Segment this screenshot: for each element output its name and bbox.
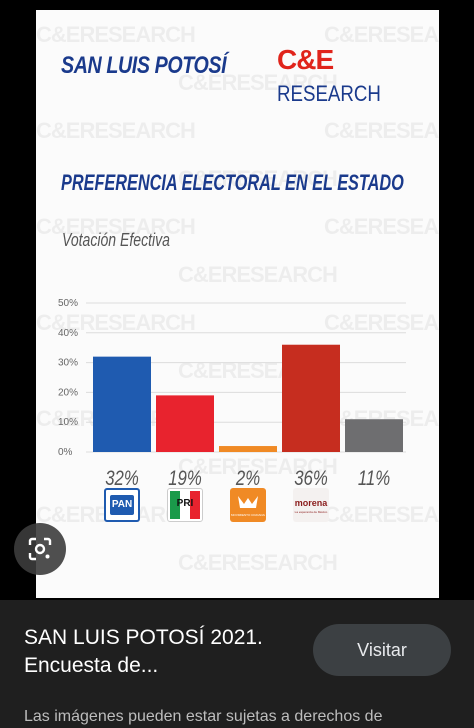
image-viewer: C&ERESEARCHC&ERESEARCHC&ERESEARCHC&ERESE… (14, 10, 439, 598)
bar-otro (345, 419, 403, 452)
watermark-text: C&ERESEARCH (324, 118, 439, 143)
lens-icon (28, 537, 52, 561)
mc-caption: MOVIMIENTO CIUDADANO (231, 513, 265, 517)
result-footer: SAN LUIS POTOSÍ 2021. Encuesta de... Vis… (0, 600, 474, 728)
party-logos: PAN PRI MOVIMIENTO CIUDADANO morena La e… (36, 488, 439, 528)
y-tick-label: 20% (58, 387, 78, 398)
watermark-text: C&ERESEARCH (36, 22, 196, 47)
watermark-text: C&ERESEARCH (178, 166, 338, 191)
pri-logo-text: PRI (176, 498, 194, 509)
watermark-text: C&ERESEARCH (36, 214, 196, 239)
value-label: 32% (105, 467, 139, 490)
value-label: 11% (358, 467, 390, 490)
y-tick-label: 50% (58, 298, 78, 309)
copyright-note: Las imágenes pueden estar sujetas a dere… (24, 708, 383, 725)
result-title[interactable]: SAN LUIS POTOSÍ 2021. Encuesta de... (24, 626, 263, 677)
watermark-text: C&ERESEARCH (324, 214, 439, 239)
watermark-text: C&ERESEARCH (178, 262, 338, 287)
pan-logo-icon: PAN (104, 488, 140, 522)
visit-button[interactable]: Visitar (313, 624, 451, 676)
watermark-text: C&ERESEARCH (324, 22, 439, 47)
state-title: SAN LUIS POTOSÍ (61, 52, 227, 79)
watermark-text: C&ERESEARCH (178, 550, 338, 575)
brand-ce: C&E (277, 44, 334, 75)
bar-pan (93, 356, 151, 452)
y-tick-label: 30% (58, 358, 78, 369)
morena-logo-icon: morena La esperanza de México (293, 488, 329, 522)
watermark-text: C&ERESEARCH (324, 310, 439, 335)
morena-logo-text: morena (294, 498, 328, 508)
y-tick-label: 0% (58, 447, 73, 458)
pri-logo-icon: PRI (167, 488, 203, 522)
value-label: 19% (168, 467, 202, 490)
brand-research: RESEARCH (277, 81, 381, 106)
chart-heading: PREFERENCIA ELECTORAL EN EL ESTADO (61, 170, 404, 195)
morena-caption: La esperanza de México (294, 510, 328, 514)
value-label: 2% (235, 467, 260, 490)
pan-logo-text: PAN (111, 499, 133, 510)
y-tick-label: 40% (58, 328, 78, 339)
bar-morena (282, 344, 340, 452)
watermark-text: C&ERESEARCH (36, 310, 196, 335)
watermark-text: C&ERESEARCH (178, 70, 338, 95)
brand-logo: C&E RESEARCH (277, 44, 439, 108)
bar-chart: 0% 10% 20% 30% 40% 50% 32% 19% 2% 36% 11% (58, 298, 406, 490)
mc-logo-icon: MOVIMIENTO CIUDADANO (230, 488, 266, 522)
watermark-text: C&ERESEARCH (36, 118, 196, 143)
value-label: 36% (294, 467, 328, 490)
watermark-text: C&ERESEARCH (178, 454, 338, 479)
lens-search-button[interactable] (14, 523, 66, 575)
y-tick-label: 10% (58, 417, 78, 428)
watermark-text: C&ERESEARCH (324, 502, 439, 527)
bar-mc (219, 446, 277, 452)
infographic-image[interactable]: C&ERESEARCHC&ERESEARCHC&ERESEARCHC&ERESE… (36, 10, 439, 598)
bar-pri (156, 395, 214, 452)
chart-subheading: Votación Efectiva (62, 230, 170, 250)
